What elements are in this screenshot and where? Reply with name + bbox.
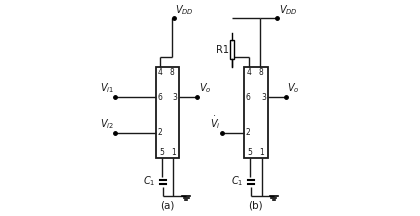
- Text: $V_{DD}$: $V_{DD}$: [279, 3, 298, 17]
- Text: 2: 2: [246, 128, 251, 137]
- Text: 4: 4: [247, 68, 251, 77]
- Text: $V_{DD}$: $V_{DD}$: [176, 3, 194, 17]
- Bar: [156, 67, 179, 159]
- Text: $V_{i2}$: $V_{i2}$: [100, 117, 114, 131]
- Text: $V_{i1}$: $V_{i1}$: [100, 81, 114, 95]
- Text: $V_o$: $V_o$: [287, 81, 300, 95]
- Text: 8: 8: [258, 68, 263, 77]
- Text: $C_1$: $C_1$: [231, 174, 244, 188]
- Text: 4: 4: [158, 68, 163, 77]
- Bar: [230, 40, 234, 59]
- Text: R1: R1: [216, 45, 229, 55]
- Text: 3: 3: [173, 93, 177, 102]
- Text: $V_o$: $V_o$: [199, 81, 211, 95]
- Text: 6: 6: [158, 93, 162, 102]
- Text: 1: 1: [259, 148, 264, 157]
- Text: 2: 2: [158, 128, 162, 137]
- Text: (b): (b): [249, 201, 263, 211]
- Text: $\dot{V}_i$: $\dot{V}_i$: [210, 114, 220, 131]
- Text: $C_1$: $C_1$: [143, 174, 155, 188]
- Text: 5: 5: [159, 148, 164, 157]
- Bar: [244, 67, 268, 159]
- Text: 5: 5: [247, 148, 252, 157]
- Text: (a): (a): [160, 201, 175, 211]
- Text: 1: 1: [171, 148, 176, 157]
- Text: 8: 8: [170, 68, 174, 77]
- Text: 6: 6: [246, 93, 251, 102]
- Text: 3: 3: [261, 93, 266, 102]
